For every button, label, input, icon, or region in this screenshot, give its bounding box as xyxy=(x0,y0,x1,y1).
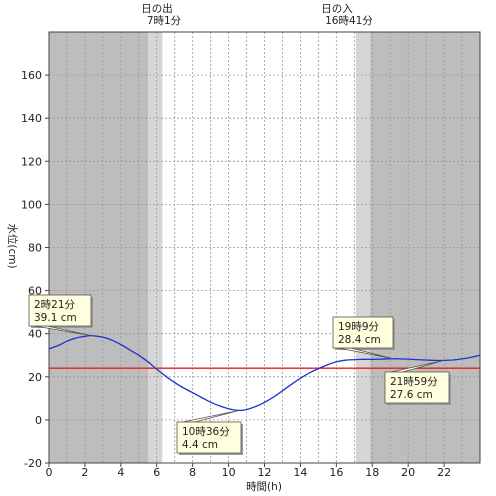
callout-time: 2時21分 xyxy=(34,299,76,311)
x-axis-label: 時間(h) xyxy=(246,481,282,493)
y-tick-label: 40 xyxy=(28,328,42,341)
callout-box xyxy=(176,421,242,454)
callout-box xyxy=(332,316,394,349)
x-tick-label: 14 xyxy=(293,466,307,479)
x-tick-label: 10 xyxy=(222,466,236,479)
y-tick-label: 80 xyxy=(28,242,42,255)
callout-box xyxy=(384,371,450,404)
y-tick-label: 0 xyxy=(35,414,42,427)
twilight-band-morning xyxy=(148,32,163,463)
x-tick-label: 4 xyxy=(117,466,124,479)
callout-time: 21時59分 xyxy=(390,376,438,388)
y-axis-label: 水位(cm) xyxy=(6,223,19,268)
x-tick-label: 0 xyxy=(46,466,53,479)
x-tick-label: 16 xyxy=(329,466,343,479)
sunset-time: 16時41分 xyxy=(325,15,373,27)
y-tick-label: 140 xyxy=(21,112,42,125)
callout-value: 28.4 cm xyxy=(338,334,381,346)
x-tick-label: 12 xyxy=(258,466,272,479)
y-tick-label: 60 xyxy=(28,285,42,298)
x-tick-label: 8 xyxy=(189,466,196,479)
tide-level-line xyxy=(48,334,481,412)
x-tick-label: 6 xyxy=(153,466,160,479)
callout-value: 4.4 cm xyxy=(182,439,218,451)
y-axis-ticks: -20 0 20 40 60 80 100 120 140 160 xyxy=(21,69,49,470)
x-tick-label: 22 xyxy=(437,466,451,479)
y-tick-label: 20 xyxy=(28,371,42,384)
y-tick-label: -20 xyxy=(24,457,42,470)
y-tick-label: 160 xyxy=(21,69,42,82)
y-tick-label: 100 xyxy=(21,198,42,211)
sunrise-label: 日の出 xyxy=(141,2,173,15)
callout-time: 19時9分 xyxy=(338,321,380,333)
callout-box xyxy=(28,294,92,327)
x-tick-label: 20 xyxy=(401,466,415,479)
x-tick-label: 2 xyxy=(81,466,88,479)
sunset-label: 日の入 xyxy=(321,3,353,15)
callout-value: 27.6 cm xyxy=(390,389,433,401)
x-tick-label: 18 xyxy=(365,466,379,479)
y-tick-label: 120 xyxy=(21,155,42,168)
x-axis-ticks: 0 2 4 6 8 10 12 14 16 18 20 22 xyxy=(46,463,451,479)
callout-time: 10時36分 xyxy=(182,426,230,438)
callout-value: 39.1 cm xyxy=(34,312,77,324)
sunrise-time: 7時1分 xyxy=(147,15,182,27)
